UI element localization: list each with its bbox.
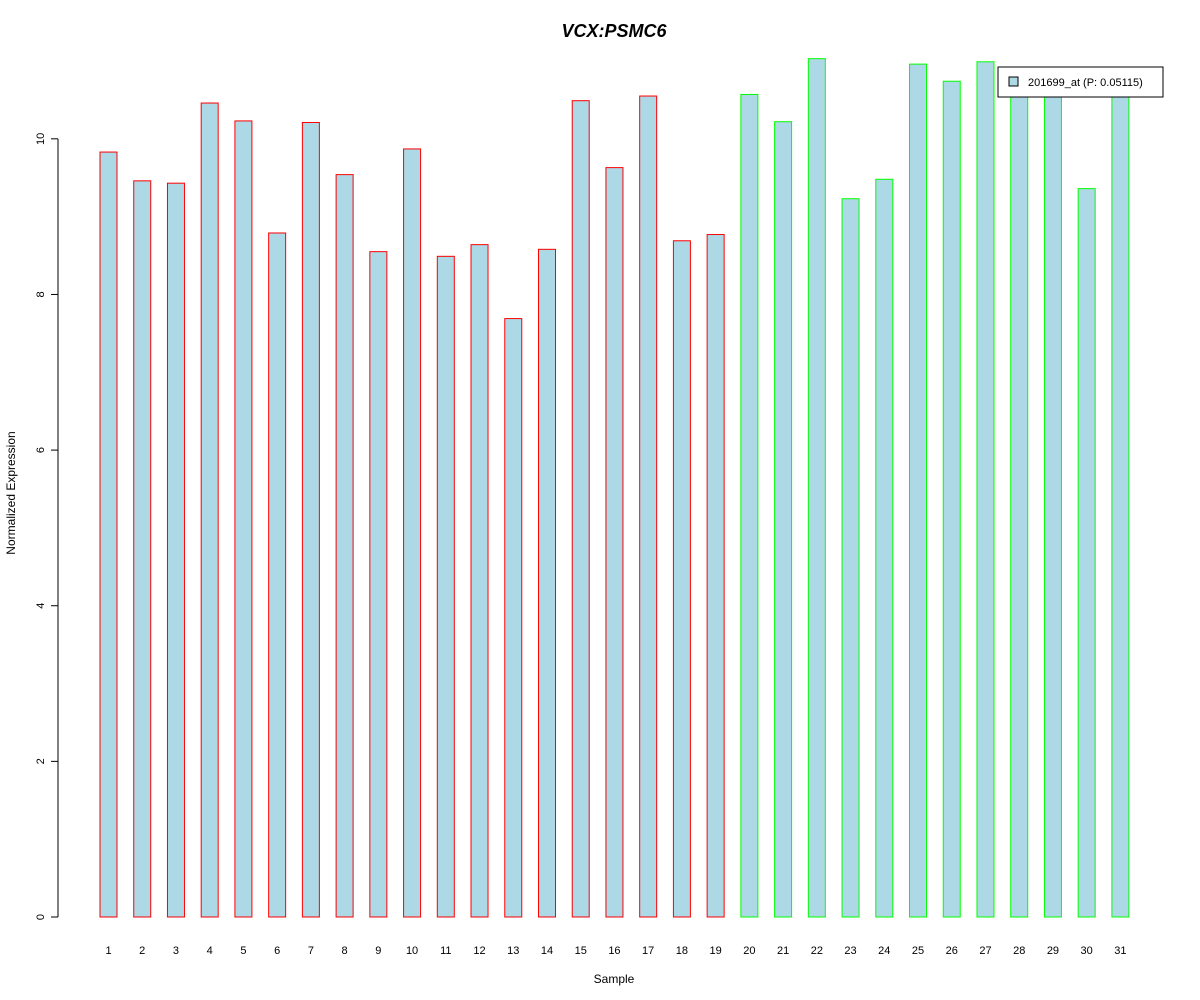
x-axis-label: Sample [594,972,635,986]
x-tick-label: 16 [608,945,620,957]
y-tick-label: 2 [35,758,47,764]
y-axis: 0 2 4 6 8 10 [35,133,59,920]
bar [335,174,354,918]
x-tick-label: 6 [274,945,280,957]
x-tick-label: 15 [575,945,587,957]
x-tick-label: 28 [1013,945,1025,957]
bar [571,100,590,918]
bar [740,93,759,918]
x-tick-label: 4 [207,945,213,957]
bar [234,120,253,918]
bar [99,151,118,918]
bar [942,80,961,918]
y-tick-label: 0 [35,914,47,920]
legend-box [997,66,1164,98]
bar [403,148,422,918]
x-tick-label: 17 [642,945,654,957]
y-tick-label: 10 [35,133,47,145]
x-tick-label: 11 [440,945,451,957]
bar [369,251,388,918]
bar [875,178,894,918]
bar [1111,91,1130,918]
x-tick-label: 21 [777,945,789,957]
bar [841,198,860,918]
x-tick-label: 2 [139,945,145,957]
bar [976,61,995,918]
bar [672,240,691,918]
bar [706,234,725,918]
bar [133,180,152,918]
bar [774,121,793,918]
x-tick-label: 9 [375,945,381,957]
bars [99,58,1130,918]
bar [268,232,287,918]
legend-label: 201699_at (P: 0.05115) [1028,77,1143,89]
bar [1077,188,1096,918]
x-tick-label: 3 [173,945,179,957]
legend: 201699_at (P: 0.05115) [997,66,1164,98]
bar [1010,91,1029,918]
x-tick-label: 24 [878,945,890,957]
bar [807,58,826,918]
x-tick-label: 22 [811,945,823,957]
bar [639,95,658,918]
x-tick-label: 8 [342,945,348,957]
y-tick-label: 4 [35,603,47,609]
x-tick-label: 25 [912,945,924,957]
x-tick-label: 29 [1047,945,1059,957]
legend-swatch [1008,76,1019,87]
x-tick-label: 18 [676,945,688,957]
bar [301,121,320,918]
x-tick-label: 12 [473,945,485,957]
bar [909,63,928,918]
x-tick-label: 20 [743,945,755,957]
x-tick-label: 5 [240,945,246,957]
chart-title: VCX:PSMC6 [561,21,667,41]
bar [605,167,624,918]
x-tick-label: 30 [1081,945,1093,957]
bar [166,182,185,918]
x-tick-label: 31 [1114,945,1126,957]
x-tick-label: 13 [507,945,519,957]
x-tick-label: 19 [710,945,722,957]
bar [200,102,219,918]
x-tick-label: 10 [406,945,418,957]
x-axis-ticks: 1 2 3 4 5 6 7 8 9 10 11 12 13 14 15 16 17 18 19 20 21 22 23 24 2… [105,945,1126,957]
bar [436,255,455,918]
bar [1043,91,1062,918]
y-tick-label: 8 [35,291,47,297]
x-tick-label: 14 [541,945,553,957]
x-tick-label: 23 [844,945,856,957]
bar [470,244,489,918]
bar [537,248,556,918]
bar [504,318,523,918]
x-tick-label: 7 [308,945,314,957]
x-tick-label: 27 [979,945,991,957]
x-tick-label: 26 [946,945,958,957]
y-axis-label: Normalized Expression [4,431,18,554]
x-tick-label: 1 [105,945,111,957]
y-tick-label: 6 [35,447,47,453]
